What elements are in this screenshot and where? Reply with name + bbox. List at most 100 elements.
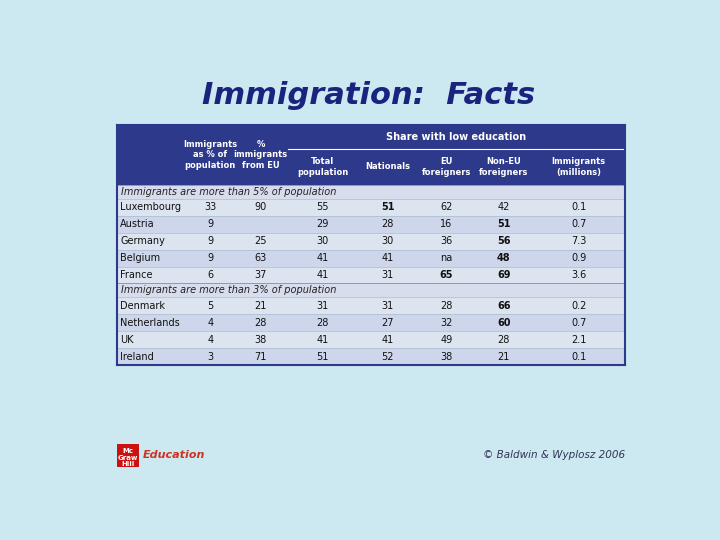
Text: Denmark: Denmark — [120, 301, 165, 311]
Text: 21: 21 — [498, 352, 510, 362]
Text: Mc: Mc — [122, 448, 133, 454]
Text: 41: 41 — [316, 253, 328, 263]
Text: Luxembourg: Luxembourg — [120, 202, 181, 212]
Text: Nationals: Nationals — [365, 163, 410, 171]
Text: Graw: Graw — [118, 455, 138, 461]
Text: 36: 36 — [441, 236, 453, 246]
Text: 65: 65 — [440, 270, 454, 280]
Text: 32: 32 — [441, 318, 453, 328]
Text: 52: 52 — [382, 352, 394, 362]
Text: 42: 42 — [498, 202, 510, 212]
Text: Hill: Hill — [122, 461, 135, 467]
Text: 51: 51 — [316, 352, 329, 362]
Text: Immigrants are more than 5% of population: Immigrants are more than 5% of populatio… — [121, 187, 336, 197]
Bar — [117, 444, 139, 467]
Bar — [117, 331, 625, 348]
Text: 6: 6 — [207, 270, 213, 280]
Bar — [117, 348, 625, 365]
Text: 9: 9 — [207, 219, 213, 229]
Text: 28: 28 — [254, 318, 266, 328]
Text: 29: 29 — [316, 219, 329, 229]
Text: %
immigrants
from EU: % immigrants from EU — [233, 140, 287, 170]
Text: 71: 71 — [254, 352, 266, 362]
Text: 30: 30 — [382, 236, 394, 246]
Text: 55: 55 — [316, 202, 329, 212]
Text: 4: 4 — [207, 318, 213, 328]
Text: 0.9: 0.9 — [571, 253, 586, 263]
Text: © Baldwin & Wyplosz 2006: © Baldwin & Wyplosz 2006 — [482, 450, 625, 460]
Bar — [117, 298, 625, 314]
Bar — [117, 233, 625, 249]
Text: 51: 51 — [497, 219, 510, 229]
Text: France: France — [120, 270, 153, 280]
Text: 31: 31 — [382, 270, 394, 280]
Text: 2.1: 2.1 — [571, 335, 586, 345]
Text: Austria: Austria — [120, 219, 155, 229]
Text: 0.7: 0.7 — [571, 318, 586, 328]
Text: 30: 30 — [316, 236, 328, 246]
Text: 25: 25 — [254, 236, 266, 246]
Text: 37: 37 — [254, 270, 266, 280]
Text: 28: 28 — [441, 301, 453, 311]
Text: 0.2: 0.2 — [571, 301, 586, 311]
Text: Belgium: Belgium — [120, 253, 161, 263]
Text: 0.7: 0.7 — [571, 219, 586, 229]
Text: 28: 28 — [316, 318, 329, 328]
Text: 41: 41 — [382, 253, 394, 263]
Text: 56: 56 — [497, 236, 510, 246]
Text: 5: 5 — [207, 301, 213, 311]
Bar — [117, 125, 625, 185]
Text: EU
foreigners: EU foreigners — [422, 157, 471, 177]
Text: 28: 28 — [498, 335, 510, 345]
Text: Total
population: Total population — [297, 157, 348, 177]
Text: 3.6: 3.6 — [571, 270, 586, 280]
Text: 48: 48 — [497, 253, 510, 263]
Text: na: na — [441, 253, 453, 263]
Text: Immigrants are more than 3% of population: Immigrants are more than 3% of populatio… — [121, 286, 336, 295]
Text: 9: 9 — [207, 236, 213, 246]
Text: 69: 69 — [497, 270, 510, 280]
Text: 62: 62 — [441, 202, 453, 212]
Text: 21: 21 — [254, 301, 266, 311]
Text: 49: 49 — [441, 335, 453, 345]
Text: Ireland: Ireland — [120, 352, 154, 362]
Text: 28: 28 — [382, 219, 394, 229]
Text: 66: 66 — [497, 301, 510, 311]
Text: Education: Education — [143, 450, 205, 460]
Text: 51: 51 — [381, 202, 395, 212]
Text: Share with low education: Share with low education — [386, 132, 526, 142]
Bar — [117, 185, 625, 199]
Text: 33: 33 — [204, 202, 216, 212]
Text: 60: 60 — [497, 318, 510, 328]
Text: Immigration:  Facts: Immigration: Facts — [202, 81, 536, 110]
Text: Immigrants
as % of
population: Immigrants as % of population — [183, 140, 237, 170]
Text: 4: 4 — [207, 335, 213, 345]
Text: Immigrants
(millions): Immigrants (millions) — [552, 157, 606, 177]
Text: 41: 41 — [316, 335, 328, 345]
Text: Netherlands: Netherlands — [120, 318, 180, 328]
Bar — [117, 284, 625, 298]
Text: 41: 41 — [382, 335, 394, 345]
Text: 0.1: 0.1 — [571, 202, 586, 212]
Bar — [117, 267, 625, 284]
Text: 9: 9 — [207, 253, 213, 263]
Text: 0.1: 0.1 — [571, 352, 586, 362]
Text: 63: 63 — [254, 253, 266, 263]
Text: 31: 31 — [382, 301, 394, 311]
Text: 27: 27 — [382, 318, 394, 328]
Text: Germany: Germany — [120, 236, 165, 246]
Bar — [117, 314, 625, 331]
Text: Non-EU
foreigners: Non-EU foreigners — [480, 157, 528, 177]
Text: UK: UK — [120, 335, 134, 345]
Text: 31: 31 — [316, 301, 328, 311]
Text: 90: 90 — [254, 202, 266, 212]
Text: 16: 16 — [441, 219, 453, 229]
Text: 7.3: 7.3 — [571, 236, 586, 246]
Bar — [117, 249, 625, 267]
Text: 41: 41 — [316, 270, 328, 280]
Text: 38: 38 — [441, 352, 453, 362]
Text: 3: 3 — [207, 352, 213, 362]
Text: 38: 38 — [254, 335, 266, 345]
Bar — [117, 199, 625, 215]
Bar — [117, 215, 625, 233]
